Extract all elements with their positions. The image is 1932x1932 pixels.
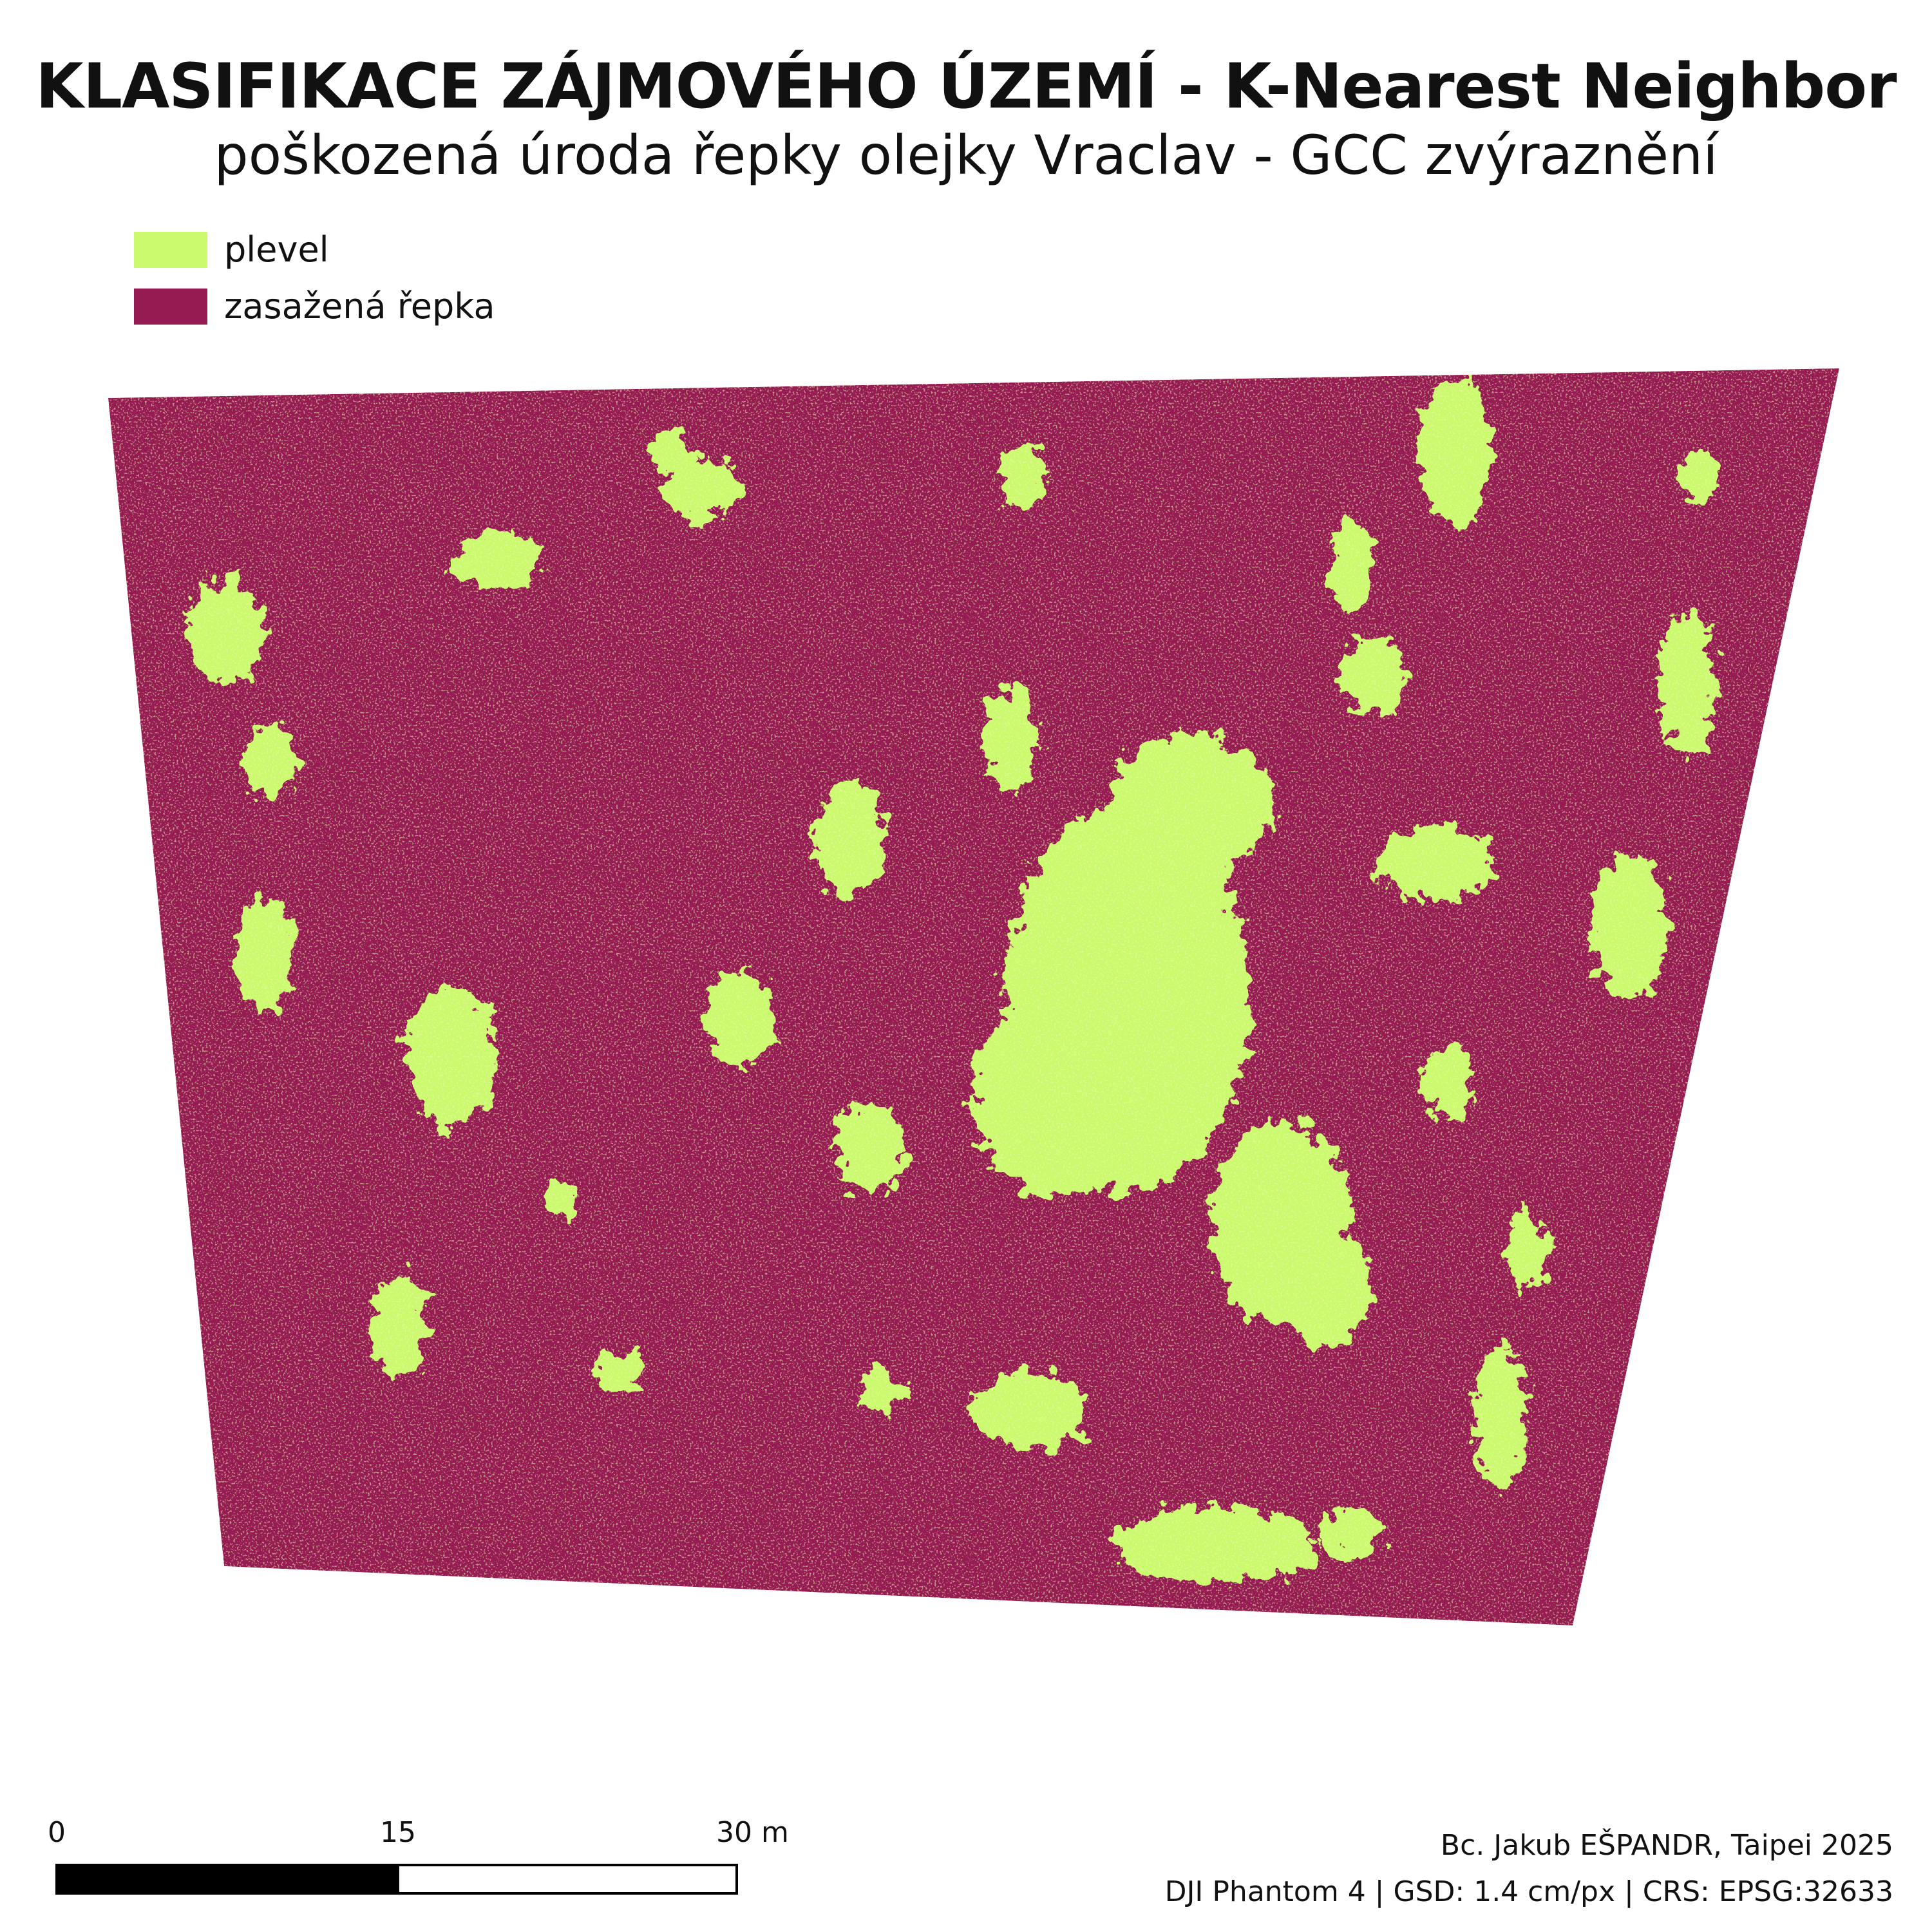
- map-subtitle: poškozená úroda řepky olejky Vraclav - G…: [214, 124, 1718, 187]
- legend-swatch-weed: [134, 232, 207, 268]
- credits-meta: DJI Phantom 4 | GSD: 1.4 cm/px | CRS: EP…: [1164, 1875, 1893, 1908]
- legend-label-weed: plevel: [224, 229, 329, 270]
- scale-label-15: 15: [380, 1816, 416, 1849]
- scale-label-30: 30 m: [716, 1816, 789, 1849]
- scale-bar-black-segment: [58, 1866, 399, 1892]
- map-title: KLASIFIKACE ZÁJMOVÉHO ÚZEMÍ - K-Nearest …: [35, 50, 1897, 122]
- scale-label-0: 0: [48, 1816, 66, 1849]
- credits: Bc. Jakub EŠPANDR, Taipei 2025 DJI Phant…: [1165, 1823, 1893, 1915]
- scale-bar: [55, 1864, 738, 1895]
- legend-swatch-rapeseed: [134, 289, 207, 325]
- legend-label-rapeseed: zasažená řepka: [224, 286, 495, 327]
- credits-author: Bc. Jakub EŠPANDR, Taipei 2025: [1440, 1829, 1893, 1862]
